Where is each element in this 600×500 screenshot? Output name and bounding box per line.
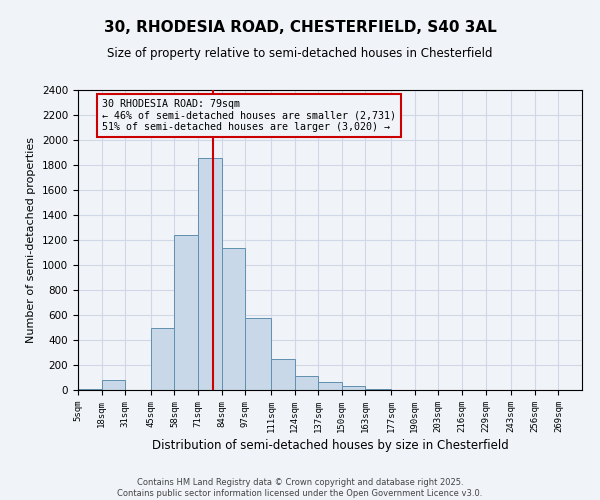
Y-axis label: Number of semi-detached properties: Number of semi-detached properties: [26, 137, 37, 343]
Bar: [342, 386, 365, 390]
Bar: [101, 380, 125, 390]
Bar: [295, 376, 318, 390]
Bar: [151, 328, 175, 390]
Bar: [271, 360, 295, 390]
Bar: [245, 318, 271, 390]
Text: Size of property relative to semi-detached houses in Chesterfield: Size of property relative to semi-detach…: [107, 48, 493, 60]
Bar: [222, 248, 245, 390]
Text: Contains HM Land Registry data © Crown copyright and database right 2025.
Contai: Contains HM Land Registry data © Crown c…: [118, 478, 482, 498]
Bar: [198, 158, 222, 390]
X-axis label: Distribution of semi-detached houses by size in Chesterfield: Distribution of semi-detached houses by …: [152, 439, 508, 452]
Bar: [318, 382, 342, 390]
Bar: [175, 235, 198, 390]
Text: 30 RHODESIA ROAD: 79sqm
← 46% of semi-detached houses are smaller (2,731)
51% of: 30 RHODESIA ROAD: 79sqm ← 46% of semi-de…: [101, 99, 395, 132]
Text: 30, RHODESIA ROAD, CHESTERFIELD, S40 3AL: 30, RHODESIA ROAD, CHESTERFIELD, S40 3AL: [104, 20, 496, 35]
